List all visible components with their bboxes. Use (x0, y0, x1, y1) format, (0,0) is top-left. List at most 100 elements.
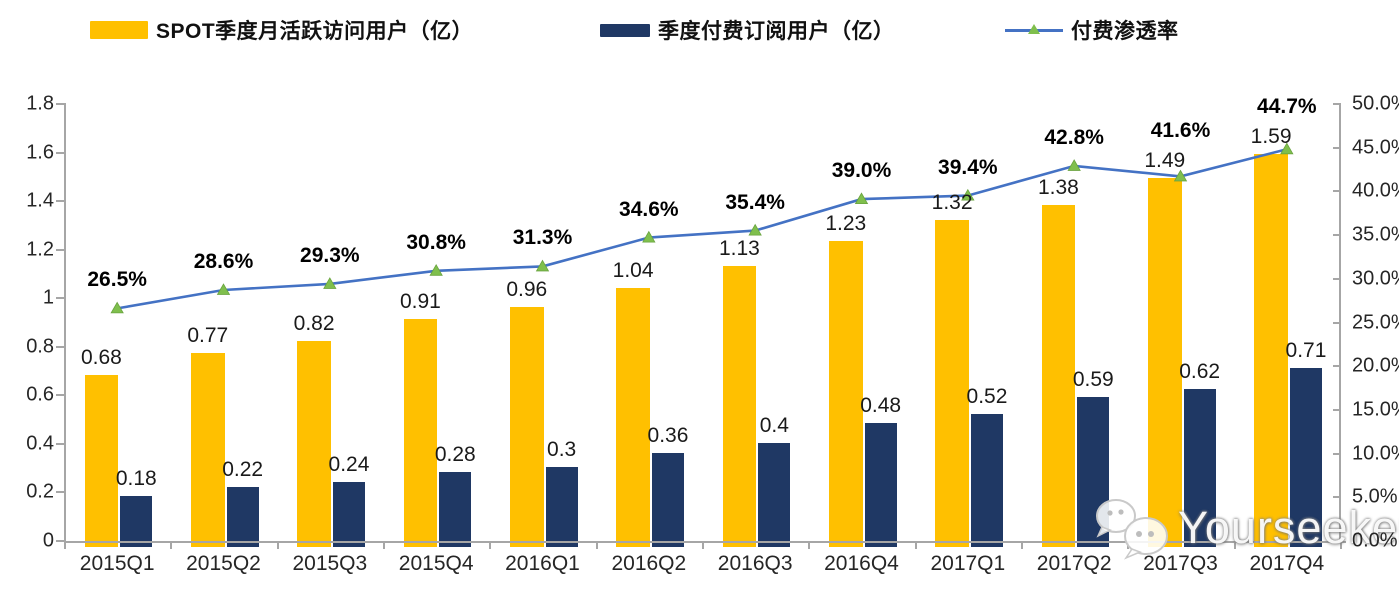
y-axis-right-tick-label: 20.0% (1352, 354, 1399, 377)
y-axis-left-tick-label: 0.6 (26, 383, 54, 406)
subscribers-legend-label: 季度付费订阅用户（亿） (658, 20, 895, 43)
mau-legend-swatch (90, 21, 148, 39)
y-axis-left-tick (56, 200, 64, 203)
x-axis-tick (1127, 541, 1130, 549)
penetration-line (116, 148, 1288, 310)
subscribers-bar-label: 0.36 (647, 423, 689, 447)
subscribers-bar-label: 0.48 (860, 394, 902, 418)
subscribers-bar-label: 0.3 (547, 438, 577, 462)
penetration-marker-triangle-icon (1067, 159, 1081, 171)
y-axis-left-tick (56, 103, 64, 105)
x-axis-tick (595, 541, 598, 549)
subscribers-bar-label: 0.62 (1179, 360, 1221, 384)
y-axis-left-tick-label: 1 (42, 286, 54, 309)
penetration-marker-triangle-icon (429, 264, 443, 276)
mau-bar-label: 0.77 (187, 324, 229, 348)
mau-bar-label: 1.04 (612, 258, 654, 282)
legend-item-subscribers: 季度付费订阅用户（亿） (600, 16, 895, 44)
y-axis-left-tick (56, 491, 64, 494)
y-axis-left-tick-label: 1.6 (26, 141, 54, 164)
subscribers-bar-label: 0.22 (222, 457, 264, 481)
mau-bar (935, 219, 969, 547)
penetration-legend-swatch (1005, 23, 1063, 37)
x-axis-tick (1233, 541, 1236, 549)
x-axis-tick (808, 541, 811, 549)
x-axis-category-label: 2017Q1 (930, 552, 1006, 575)
y-axis-left-tick (56, 151, 64, 154)
y-axis-right-tick (1333, 540, 1341, 542)
y-axis-right-tick (1333, 321, 1341, 324)
penetration-label: 26.5% (87, 268, 147, 292)
penetration-marker-triangle-icon (748, 223, 762, 236)
y-axis-left-tick (56, 248, 64, 251)
y-axis-right-tick-label: 50.0% (1352, 92, 1399, 115)
penetration-label: 31.3% (512, 226, 573, 250)
y-axis-right-tick (1333, 146, 1341, 149)
y-axis-right-tick (1333, 452, 1341, 455)
subscribers-legend-swatch (600, 23, 650, 37)
y-axis-left-tick (56, 540, 64, 542)
mau-bar (1254, 153, 1288, 547)
y-axis-right-tick-label: 45.0% (1352, 136, 1399, 159)
penetration-label: 34.6% (619, 197, 679, 221)
subscribers-bar (1290, 367, 1322, 547)
y-axis-right-tick (1333, 234, 1341, 237)
penetration-marker-triangle-icon (854, 192, 869, 205)
mau-bar (616, 287, 650, 547)
x-axis-category-label: 2016Q3 (717, 552, 793, 575)
mau-bar (510, 306, 544, 547)
mau-bar-label: 1.23 (825, 212, 867, 236)
y-axis-right-tick-label: 0.0% (1352, 529, 1398, 552)
mau-bar-label: 1.13 (718, 236, 760, 260)
subscribers-bar (652, 452, 684, 547)
penetration-label: 30.8% (406, 230, 466, 254)
x-axis-category-label: 2017Q4 (1249, 552, 1325, 575)
y-axis-right-tick (1333, 408, 1341, 411)
x-axis-category-label: 2016Q4 (824, 552, 899, 575)
x-axis-line (64, 541, 1346, 543)
mau-bar (1148, 178, 1182, 547)
y-axis-right-tick (1333, 103, 1341, 105)
penetration-label: 41.6% (1150, 119, 1211, 143)
penetration-label: 39.0% (831, 159, 892, 183)
mau-bar (829, 241, 863, 547)
subscribers-bar-label: 0.52 (966, 384, 1008, 408)
y-axis-right-tick-label: 5.0% (1352, 485, 1398, 508)
penetration-label: 44.7% (1257, 94, 1317, 118)
x-axis-tick (276, 541, 279, 549)
y-axis-left-tick-label: 0.4 (26, 432, 54, 455)
x-axis-tick (170, 541, 173, 549)
penetration-label: 42.8% (1044, 125, 1104, 149)
x-axis-tick (1021, 541, 1023, 549)
mau-legend-label: SPOT季度月活跃访问用户（亿） (156, 20, 474, 43)
x-axis-category-label: 2017Q3 (1143, 552, 1218, 575)
mau-bar-label: 0.91 (399, 290, 441, 314)
x-axis-tick (64, 541, 66, 549)
y-axis-right-tick-label: 35.0% (1352, 223, 1399, 246)
x-axis-category-label: 2016Q2 (611, 552, 687, 575)
y-axis-left-tick-label: 0 (42, 529, 54, 552)
x-axis-category-label: 2015Q1 (79, 552, 155, 575)
y-axis-right-tick (1333, 190, 1341, 193)
x-axis-tick (489, 541, 492, 549)
mau-bar (403, 319, 438, 547)
penetration-label: 39.4% (938, 155, 998, 179)
mau-bar (84, 374, 119, 547)
mau-bar (297, 340, 331, 547)
y-axis-left-tick-label: 1.2 (26, 238, 54, 261)
penetration-marker-triangle-icon (642, 230, 656, 243)
subscribers-bar-label: 0.28 (434, 443, 476, 467)
y-axis-right-tick-label: 30.0% (1352, 267, 1399, 290)
mau-bar-label: 1.49 (1144, 149, 1186, 173)
subscribers-bar-label: 0.4 (759, 413, 789, 437)
mau-bar (722, 265, 757, 547)
penetration-marker-triangle-icon (110, 301, 124, 314)
x-axis-category-label: 2015Q3 (292, 552, 368, 575)
penetration-label: 29.3% (300, 243, 360, 267)
x-axis-category-label: 2016Q1 (505, 552, 580, 575)
y-axis-left-line (64, 103, 66, 542)
subscribers-bar (226, 486, 259, 547)
y-axis-right-tick-label: 15.0% (1352, 398, 1399, 421)
penetration-label: 35.4% (725, 190, 785, 214)
